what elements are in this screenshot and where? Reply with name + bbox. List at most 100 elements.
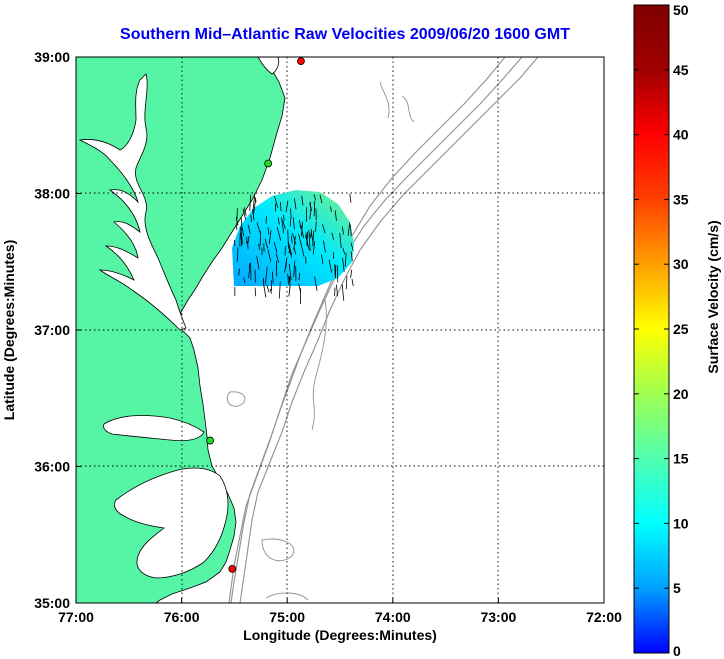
velocity-vector	[252, 209, 255, 221]
velocity-vector	[269, 288, 273, 294]
velocity-vector	[256, 256, 260, 270]
velocity-vector	[339, 233, 342, 248]
x-tick-label: 73:00	[480, 609, 516, 625]
velocity-vector	[249, 194, 252, 211]
velocity-vector	[293, 235, 296, 250]
chart-title: Southern Mid–Atlantic Raw Velocities 200…	[120, 26, 570, 43]
y-axis-label: Latitude (Degrees:Minutes)	[1, 240, 17, 420]
velocity-vector	[288, 264, 292, 281]
bathymetry-contours	[226, 57, 539, 603]
velocity-vectors	[234, 193, 354, 305]
velocity-vector	[238, 268, 241, 276]
velocity-vector	[345, 275, 348, 290]
velocity-vector	[313, 194, 317, 201]
colorbar-tick-label: 30	[673, 256, 689, 272]
station-marker	[297, 57, 305, 65]
velocity-vector	[306, 231, 309, 246]
velocity-vector	[274, 196, 279, 208]
velocity-vector	[243, 277, 246, 284]
velocity-vector	[248, 263, 251, 270]
velocity-vector	[350, 269, 353, 279]
colorbar-scale	[633, 4, 670, 654]
colorbar-tick-label: 45	[673, 62, 689, 78]
velocity-vector	[240, 218, 243, 231]
x-axis: 77:00 76:00 75:00 74:00 73:00 72:00	[58, 598, 622, 625]
grid-lines	[76, 57, 604, 603]
colorbar-tick-label: 5	[673, 580, 681, 596]
velocity-vector	[282, 220, 286, 230]
x-axis-label: Longitude (Degrees:Minutes)	[243, 627, 437, 643]
x-tick-label: 75:00	[269, 609, 305, 625]
station-marker	[264, 159, 273, 168]
velocity-vector	[308, 234, 311, 251]
colorbar-label: Surface Velocity (cm/s)	[705, 220, 721, 373]
velocity-vector	[298, 272, 301, 281]
velocity-vector	[349, 224, 352, 237]
y-axis: 39:00 38:00 37:00 36:00 35:00	[34, 49, 81, 611]
velocity-vector	[290, 208, 292, 219]
velocity-vector	[292, 217, 295, 230]
velocity-vector	[341, 284, 345, 301]
velocity-vector	[344, 252, 347, 267]
velocity-vector	[319, 194, 323, 204]
velocity-vector	[298, 283, 302, 292]
velocity-vector	[310, 231, 312, 239]
velocity-vector	[342, 257, 345, 272]
velocity-vector	[314, 276, 318, 291]
velocity-vector	[309, 207, 312, 220]
map-area	[76, 57, 604, 603]
velocity-vector	[334, 287, 336, 296]
velocity-vector	[287, 245, 293, 258]
velocity-vector	[266, 284, 270, 293]
velocity-vector	[315, 221, 317, 232]
velocity-vector	[300, 221, 303, 237]
y-tick-label: 35:00	[34, 595, 70, 611]
colorbar-tick-label: 35	[673, 191, 689, 207]
y-tick-label: 36:00	[34, 459, 70, 475]
velocity-vector	[247, 240, 249, 250]
velocity-vector	[331, 232, 335, 240]
velocity-vector	[263, 284, 267, 298]
velocity-vector	[301, 247, 305, 257]
velocity-vector	[342, 247, 346, 255]
colorbar-tick-label: 25	[673, 321, 689, 337]
velocity-vector	[281, 217, 285, 234]
pamlico-sound	[114, 467, 229, 579]
albemarle-sound	[103, 415, 205, 442]
velocity-vector	[301, 195, 304, 206]
velocity-vector	[322, 223, 326, 234]
velocity-field	[232, 190, 354, 305]
velocity-vector	[252, 193, 256, 212]
velocity-vector	[254, 196, 257, 203]
y-tick-label: 38:00	[34, 186, 70, 202]
velocity-vector	[283, 214, 285, 222]
velocity-vector	[235, 216, 239, 226]
colorbar-tick-label: 50	[673, 2, 689, 18]
velocity-vector	[312, 241, 316, 255]
colorbar-tick-label: 0	[673, 643, 681, 659]
velocity-vector	[334, 210, 337, 222]
velocity-vector	[290, 235, 293, 244]
velocity-vector	[287, 241, 293, 256]
velocity-vector	[253, 198, 257, 215]
velocity-vector	[248, 269, 250, 279]
velocity-vector	[300, 224, 305, 239]
velocity-vector	[293, 260, 296, 278]
radar-stations	[206, 57, 305, 573]
velocity-vector	[347, 222, 351, 236]
velocity-vector	[298, 233, 303, 248]
velocity-vector	[308, 230, 311, 237]
velocity-vector	[240, 227, 243, 244]
x-tick-label: 76:00	[164, 609, 200, 625]
colorbar-tick-label: 40	[673, 127, 689, 143]
velocity-vector	[350, 251, 353, 262]
velocity-vector	[322, 240, 326, 253]
station-marker	[206, 436, 215, 445]
velocity-vector	[289, 217, 292, 227]
chesapeake-bay	[78, 73, 187, 331]
velocity-vector	[292, 233, 297, 245]
velocity-vector	[287, 273, 289, 285]
x-tick-label: 72:00	[586, 609, 622, 625]
